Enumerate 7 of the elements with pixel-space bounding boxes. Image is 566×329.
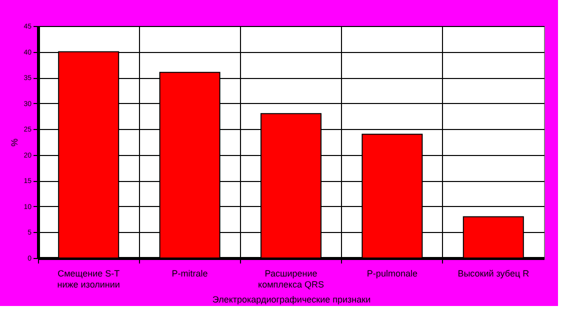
x-tick-label: P-mitrale xyxy=(172,268,208,278)
x-tick-label: Высокий зубец R xyxy=(458,268,530,278)
x-axis-title: Электрокардиографические признаки xyxy=(212,294,371,304)
x-tick-label: P-pulmonale xyxy=(366,268,418,278)
x-tick-label: Смещение S-T ниже изолинии xyxy=(57,268,120,290)
y-axis-title: % xyxy=(10,138,20,147)
x-tick-label: Расширение комплекса QRS xyxy=(258,268,324,290)
